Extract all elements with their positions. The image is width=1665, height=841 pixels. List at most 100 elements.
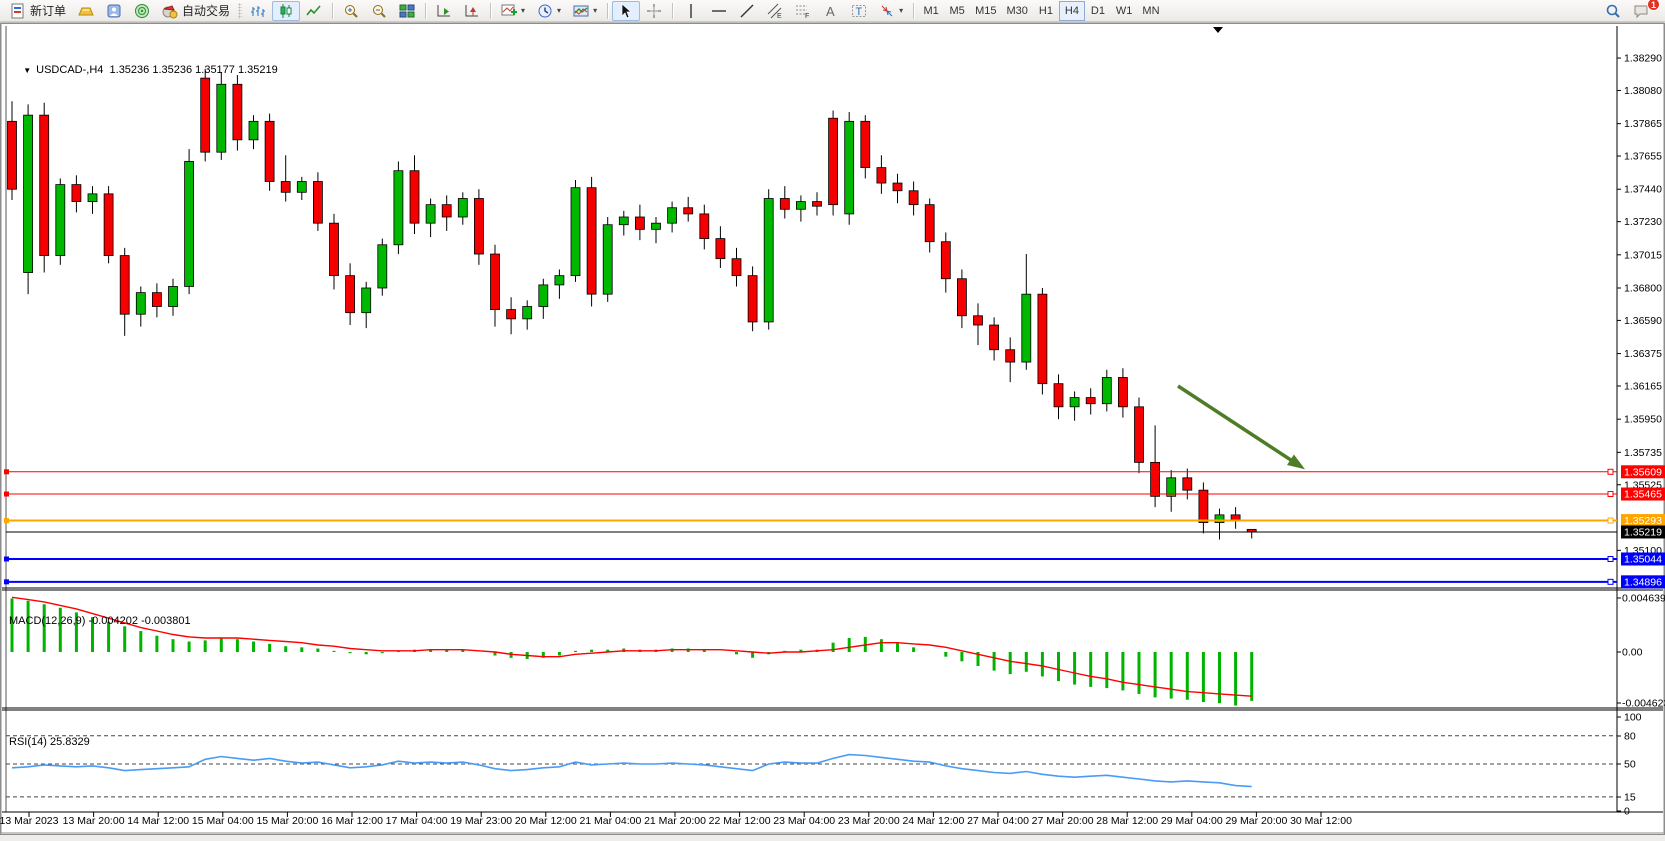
vertical-line-icon (683, 3, 699, 19)
line-handle-left[interactable] (4, 469, 9, 475)
bear-candle (828, 117, 838, 206)
trend-arrow-head (1287, 454, 1306, 470)
bull-candle (377, 244, 388, 289)
market-button[interactable] (72, 1, 100, 21)
toolbar-separator (913, 2, 915, 19)
arrows-icon (879, 3, 895, 19)
price-axis[interactable]: 1.38290 1.38080 1.37865 1.37655 1.37440 1.372… (1617, 53, 1662, 557)
timeframe-MN[interactable]: MN (1142, 4, 1160, 17)
profile-button[interactable] (100, 1, 128, 21)
timeframe-D1[interactable]: D1 (1090, 4, 1105, 17)
periods-button[interactable]: ▾ (531, 1, 567, 21)
level-price-label-box (1621, 465, 1665, 479)
current-price-label-box (1621, 525, 1665, 539)
line-chart-button[interactable] (300, 1, 328, 21)
bear-candle (957, 278, 967, 317)
candles[interactable] (7, 68, 1257, 540)
indicators-button[interactable]: ▾ (495, 1, 531, 21)
equidistant-channel-button[interactable]: E (761, 1, 789, 21)
rsi-line (11, 753, 1252, 788)
price-tick-label: 1.37230 (1624, 216, 1662, 228)
line-handle-right[interactable] (1607, 491, 1614, 498)
bear-candle (973, 315, 983, 326)
bull-candle (1166, 477, 1177, 497)
rsi-axis-label: 50 (1624, 759, 1636, 771)
bar-chart-button[interactable] (244, 1, 272, 21)
new-order-button[interactable]: 新订单 (4, 1, 72, 21)
bear-candle (747, 275, 758, 323)
price-tick-label: 1.37865 (1624, 118, 1662, 130)
time-axis[interactable]: 13 Mar 2023 13 Mar 20:00 14 Mar 12:00 15 Ma… (0, 812, 1352, 827)
collapse-triangle-icon[interactable]: ▼ (23, 66, 32, 75)
price-tick-label: 1.35950 (1624, 414, 1662, 426)
cursor-button[interactable] (612, 0, 641, 21)
svg-text:F: F (805, 13, 809, 19)
timeframe-M1[interactable]: M1 (923, 4, 939, 17)
line-handle-left[interactable] (4, 491, 9, 497)
auto-trading-button[interactable]: 自动交易 (156, 1, 236, 21)
crosshair-button[interactable] (640, 1, 668, 21)
fibonacci-button[interactable]: F (789, 1, 817, 21)
zoom-out-button[interactable] (365, 1, 393, 21)
macd-axis-label: 0.00 (1622, 647, 1643, 659)
timeframe-W1[interactable]: W1 (1115, 4, 1133, 17)
timeframe-M30[interactable]: M30 (1006, 4, 1028, 17)
level-price-label: 1.34896 (1624, 576, 1662, 588)
bear-candle (490, 253, 500, 310)
time-tick-label: 14 Mar 12:00 (127, 815, 189, 827)
new-order-icon (10, 3, 26, 19)
candlestick-chart-icon (278, 3, 294, 19)
bull-candle (168, 286, 178, 307)
price-tick-label: 1.35735 (1624, 447, 1662, 459)
notification-badge: 1 (1647, 0, 1660, 11)
line-handle-right[interactable] (1607, 517, 1614, 524)
bull-candle (602, 224, 613, 295)
tile-windows-button[interactable] (393, 1, 421, 21)
timeframe-M5[interactable]: M5 (949, 4, 965, 17)
bull-candle (1101, 377, 1112, 405)
toolbar-grip (238, 2, 243, 19)
line-handle-left[interactable] (4, 579, 9, 585)
zoom-in-button[interactable] (337, 1, 365, 21)
price-tick-label: 1.36375 (1624, 348, 1662, 360)
time-tick-label: 23 Mar 04:00 (773, 815, 835, 827)
bull-candle (667, 207, 677, 224)
candlestick-chart-button[interactable] (272, 0, 301, 21)
notifications-button[interactable]: 1 (1627, 0, 1660, 21)
time-tick-label: 17 Mar 04:00 (386, 815, 448, 827)
bear-candle (586, 187, 597, 295)
bull-candle (1069, 397, 1080, 408)
templates-button[interactable]: ▾ (567, 1, 603, 21)
text-label-button[interactable]: T (845, 1, 873, 21)
line-handle-right[interactable] (1607, 578, 1614, 585)
timeframe-M15[interactable]: M15 (975, 4, 997, 17)
text-button[interactable]: A (817, 1, 845, 21)
search-button[interactable] (1599, 1, 1627, 21)
arrows-button[interactable]: ▾ (873, 1, 909, 21)
bear-candle (280, 181, 291, 193)
line-handle-left[interactable] (4, 518, 9, 524)
vertical-line-button[interactable] (677, 1, 705, 21)
chart-shift-marker[interactable] (1213, 27, 1223, 33)
horizontal-line-button[interactable] (705, 1, 733, 21)
indicators-icon (501, 3, 518, 19)
line-handle-left[interactable] (4, 556, 9, 562)
bear-candle (345, 275, 356, 314)
signals-button[interactable] (128, 1, 156, 21)
timeframe-H1[interactable]: H1 (1038, 4, 1053, 17)
bear-candle (779, 198, 790, 210)
rsi-axis-label: 0 (1624, 806, 1630, 818)
bear-candle (312, 181, 323, 224)
auto-scroll-button[interactable] (430, 1, 458, 21)
timeframe-H4[interactable]: H4 (1058, 0, 1085, 21)
trendline-button[interactable] (733, 1, 761, 21)
bull-candle (570, 187, 581, 277)
line-handle-right[interactable] (1607, 468, 1614, 475)
bear-candle (329, 222, 339, 277)
level-price-label: 1.35465 (1624, 489, 1662, 501)
chart-shift-button[interactable] (458, 1, 486, 21)
line-handle-right[interactable] (1607, 555, 1614, 562)
trend-arrow[interactable] (1177, 384, 1301, 468)
bull-candle (457, 198, 468, 218)
